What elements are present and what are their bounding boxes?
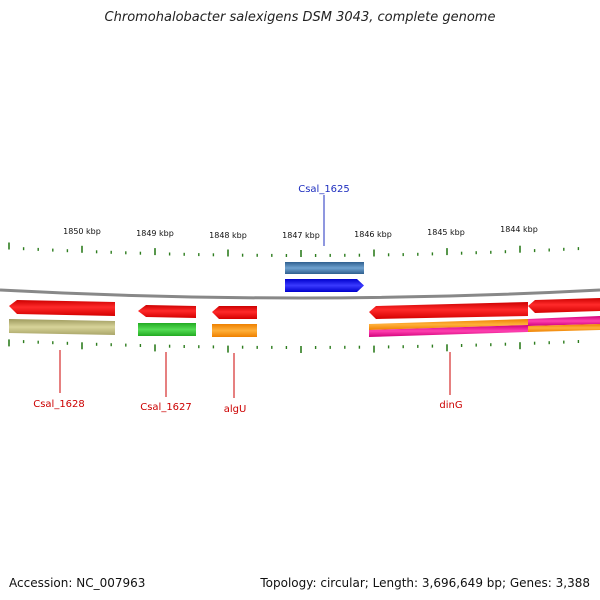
- feature-magenta-right[interactable]: [528, 316, 600, 326]
- gene-csal-1627[interactable]: [138, 305, 196, 318]
- gene-label-csal-1627[interactable]: Csal_1627: [140, 402, 192, 413]
- accession-text: Accession: NC_007963: [9, 576, 146, 590]
- gene-label-algU[interactable]: algU: [224, 404, 247, 415]
- feature-forward-steelblue[interactable]: [285, 262, 364, 274]
- scale-label-1844: 1844 kbp: [500, 225, 538, 234]
- gene-algU[interactable]: [212, 306, 257, 319]
- feature-khaki[interactable]: [9, 319, 115, 335]
- scale-label-1845: 1845 kbp: [427, 228, 465, 237]
- gene-right-partial[interactable]: [528, 298, 600, 313]
- scale-ticks-top: [8, 242, 580, 257]
- scale-ticks-bottom: [8, 339, 580, 353]
- feature-orange-algU[interactable]: [212, 324, 257, 337]
- feature-magenta-dinG[interactable]: [369, 325, 528, 337]
- genome-backbone: [0, 288, 600, 300]
- map-title: Chromohalobacter salexigens DSM 3043, co…: [104, 10, 496, 25]
- gene-label-dinG[interactable]: dinG: [439, 400, 462, 411]
- scale-label-1849: 1849 kbp: [136, 229, 174, 238]
- scale-label-1847: 1847 kbp: [282, 231, 320, 240]
- scale-label-1850: 1850 kbp: [63, 227, 101, 236]
- scale-label-1846: 1846 kbp: [354, 230, 392, 239]
- gene-csal-1625[interactable]: [285, 279, 364, 292]
- gene-dinG[interactable]: [369, 302, 528, 319]
- gene-csal-1628[interactable]: [9, 300, 115, 316]
- gene-label-csal-1625[interactable]: Csal_1625: [298, 184, 350, 195]
- feature-orange-dinG[interactable]: [369, 319, 528, 330]
- genome-info-text: Topology: circular; Length: 3,696,649 bp…: [260, 576, 590, 590]
- feature-orange-right[interactable]: [528, 324, 600, 332]
- gene-label-csal-1628[interactable]: Csal_1628: [33, 399, 85, 410]
- feature-green[interactable]: [138, 323, 196, 336]
- scale-label-1848: 1848 kbp: [209, 231, 247, 240]
